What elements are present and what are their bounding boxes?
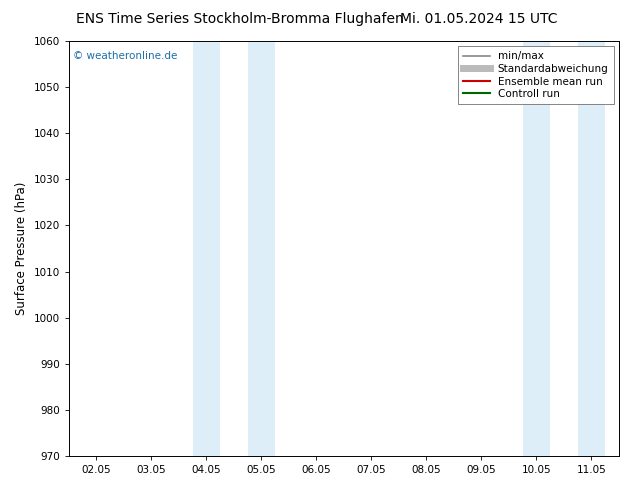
- Bar: [578, 41, 605, 456]
- Text: © weatheronline.de: © weatheronline.de: [74, 51, 178, 61]
- Legend: min/max, Standardabweichung, Ensemble mean run, Controll run: min/max, Standardabweichung, Ensemble me…: [458, 46, 614, 104]
- Bar: [248, 41, 275, 456]
- Bar: [193, 41, 220, 456]
- Bar: [522, 41, 550, 456]
- Text: Mi. 01.05.2024 15 UTC: Mi. 01.05.2024 15 UTC: [401, 12, 558, 26]
- Text: ENS Time Series Stockholm-Bromma Flughafen: ENS Time Series Stockholm-Bromma Flughaf…: [76, 12, 404, 26]
- Y-axis label: Surface Pressure (hPa): Surface Pressure (hPa): [15, 182, 28, 315]
